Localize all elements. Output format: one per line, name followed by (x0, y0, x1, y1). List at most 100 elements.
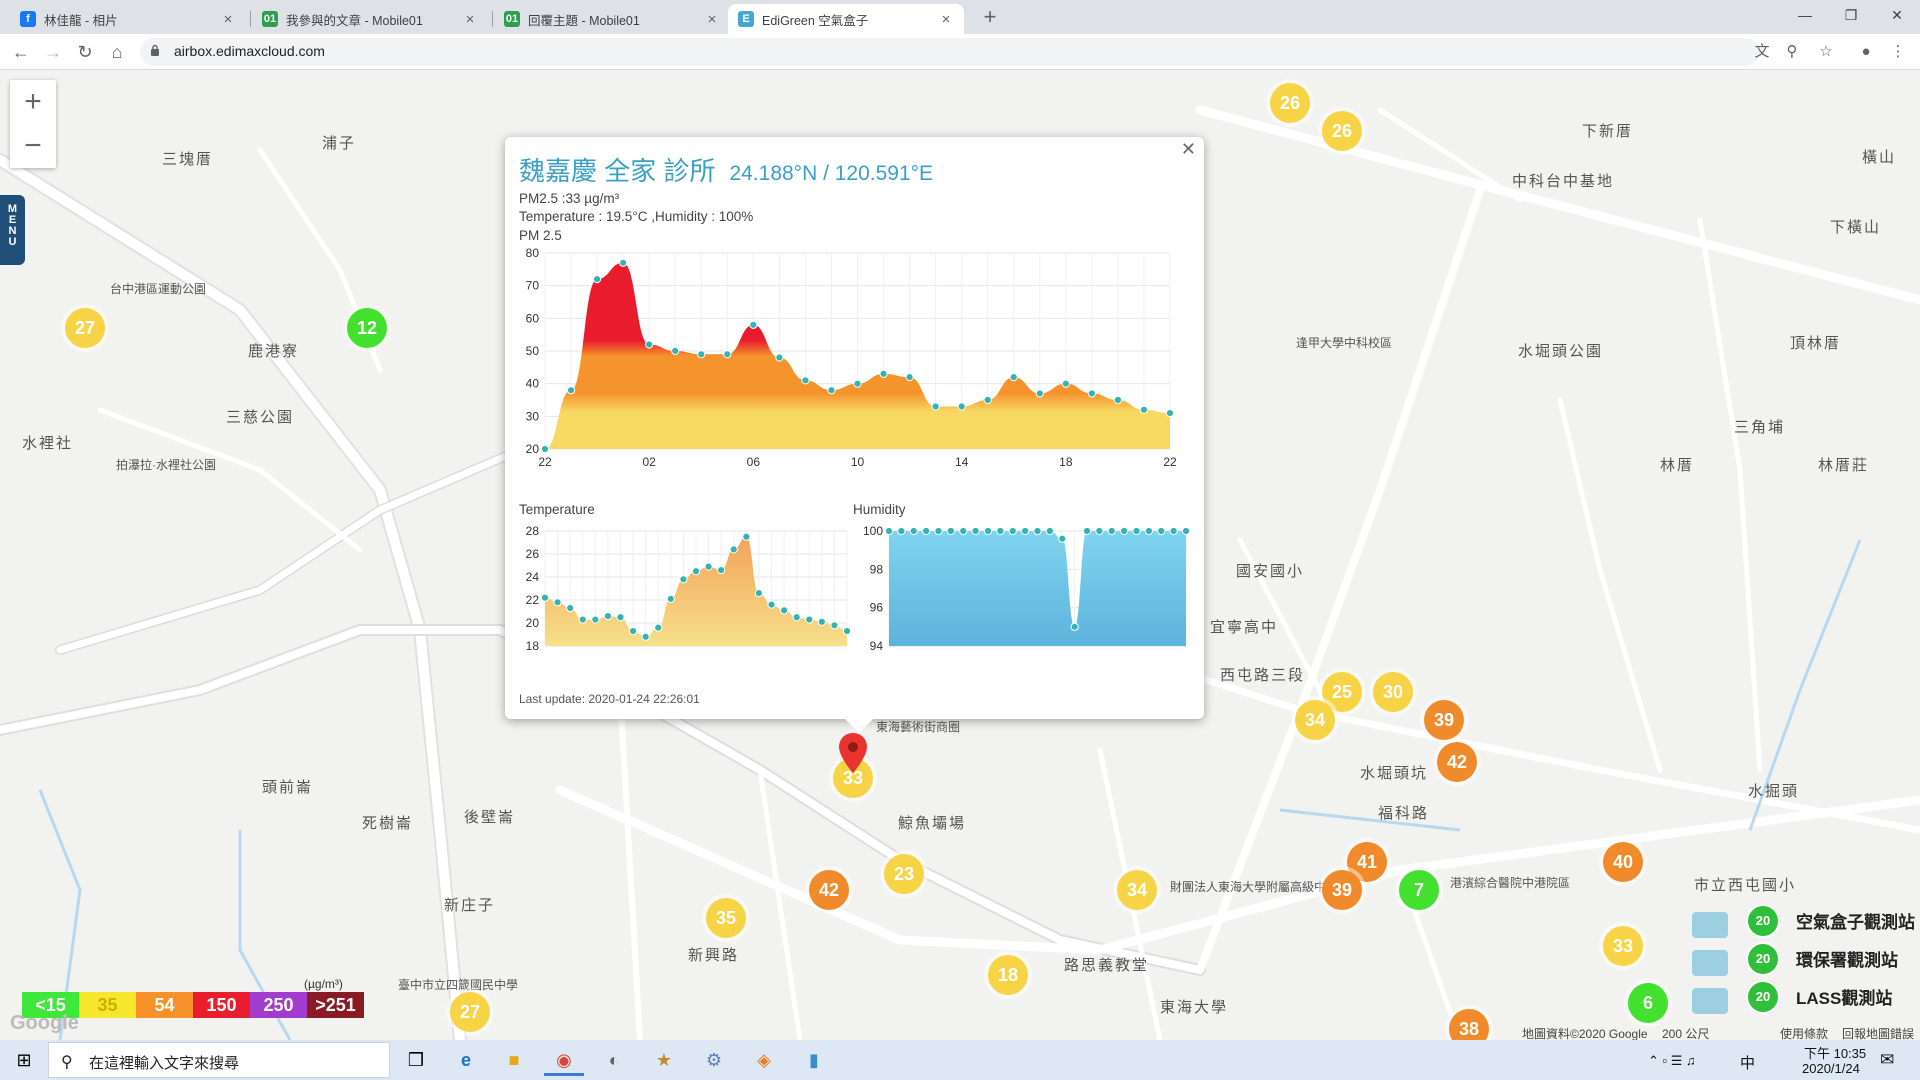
data-point[interactable] (1061, 379, 1070, 388)
tab-close-icon[interactable]: × (465, 10, 475, 28)
airbox-station-marker[interactable]: 23 (884, 854, 924, 894)
data-point[interactable] (1035, 389, 1044, 398)
data-point[interactable] (742, 532, 751, 541)
data-point[interactable] (909, 526, 918, 536)
map-scale[interactable]: 200 公尺 (1662, 1027, 1710, 1041)
taskbar-search-box[interactable]: ⚲ 在這裡輸入文字來搜尋 (48, 1042, 390, 1078)
data-point[interactable] (905, 373, 914, 382)
more-menu-icon[interactable]: ⋮ (1890, 43, 1906, 60)
data-point[interactable] (654, 623, 663, 632)
restore-button[interactable]: ❐ (1844, 7, 1858, 23)
data-point[interactable] (1139, 405, 1149, 414)
data-point[interactable] (697, 350, 706, 359)
data-point[interactable] (540, 593, 550, 602)
data-point[interactable] (922, 526, 931, 536)
selected-location-pin-icon[interactable] (838, 732, 868, 774)
airbox-station-marker[interactable]: 39 (1322, 870, 1362, 910)
task-view-icon[interactable]: ❒ (407, 1050, 425, 1070)
data-point[interactable] (1008, 526, 1017, 536)
data-point[interactable] (591, 615, 600, 624)
data-point[interactable] (1045, 526, 1054, 536)
terms-link[interactable]: 使用條款 (1780, 1027, 1829, 1041)
tab-close-icon[interactable]: × (707, 10, 717, 28)
url-text[interactable]: airbox.edimaxcloud.com (174, 43, 325, 59)
data-point[interactable] (1058, 534, 1067, 543)
airbox-station-marker[interactable]: 27 (450, 992, 490, 1032)
address-bar[interactable] (140, 38, 1760, 66)
data-point[interactable] (1033, 526, 1042, 536)
data-point[interactable] (717, 566, 726, 575)
close-window-button[interactable]: ✕ (1891, 7, 1903, 23)
data-point[interactable] (879, 369, 888, 378)
data-point[interactable] (754, 589, 764, 598)
app-icon-5[interactable]: ▮ (809, 1050, 819, 1070)
data-point[interactable] (830, 621, 839, 630)
data-point[interactable] (729, 545, 738, 554)
data-point[interactable] (619, 258, 628, 267)
tab-2[interactable]: 01 我參與的文章 - Mobile01 × (252, 4, 488, 34)
data-point[interactable] (666, 594, 675, 603)
google-logo[interactable]: Google (10, 1012, 79, 1034)
data-point[interactable] (540, 444, 550, 454)
data-point[interactable] (884, 526, 894, 536)
airbox-station-marker[interactable]: 27 (65, 308, 105, 348)
data-point[interactable] (983, 526, 993, 536)
data-point[interactable] (1107, 526, 1116, 536)
edge-icon[interactable]: e (460, 1050, 471, 1070)
data-point[interactable] (616, 613, 625, 622)
data-point[interactable] (1144, 526, 1153, 536)
data-point[interactable] (671, 346, 680, 356)
data-point[interactable] (801, 376, 810, 385)
data-point[interactable] (1009, 373, 1018, 382)
data-point[interactable] (566, 603, 575, 613)
data-point[interactable] (645, 340, 654, 349)
data-point[interactable] (628, 626, 638, 636)
chrome-icon[interactable]: ◉ (544, 1044, 584, 1076)
zoom-out-button[interactable]: − (24, 129, 42, 162)
app-icon-2[interactable]: ★ (655, 1050, 673, 1070)
data-point[interactable] (749, 320, 758, 329)
data-point[interactable] (723, 350, 732, 359)
zoom-icon[interactable]: ⚲ (1786, 43, 1798, 60)
data-point[interactable] (946, 526, 955, 536)
data-point[interactable] (805, 615, 814, 624)
airbox-station-marker[interactable]: 42 (1437, 742, 1477, 782)
airbox-station-marker[interactable]: 18 (988, 955, 1028, 995)
clock-time[interactable]: 下午 10:35 (1804, 1046, 1867, 1061)
data-point[interactable] (779, 606, 789, 615)
new-tab-button[interactable]: + (983, 4, 997, 29)
airbox-station-marker[interactable]: 30 (1373, 672, 1413, 712)
app-icon-4[interactable]: ◈ (757, 1050, 771, 1070)
data-point[interactable] (1165, 408, 1175, 418)
data-point[interactable] (592, 275, 602, 284)
home-icon[interactable]: ⌂ (111, 42, 123, 62)
data-point[interactable] (775, 353, 784, 362)
data-point[interactable] (679, 575, 688, 584)
app-icon-1[interactable]: ◐ (608, 1050, 620, 1070)
data-point[interactable] (553, 598, 562, 607)
data-point[interactable] (827, 386, 836, 395)
back-icon[interactable]: ← (12, 42, 30, 62)
airbox-station-marker[interactable]: 40 (1603, 842, 1643, 882)
data-point[interactable] (853, 379, 862, 388)
data-point[interactable] (1113, 395, 1123, 405)
data-point[interactable] (603, 612, 613, 621)
file-explorer-icon[interactable]: ■ (508, 1050, 520, 1070)
data-point[interactable] (1021, 526, 1030, 536)
data-point[interactable] (817, 617, 826, 626)
airbox-station-marker[interactable]: 26 (1322, 111, 1362, 151)
data-point[interactable] (704, 562, 713, 571)
data-point[interactable] (578, 615, 587, 624)
airbox-station-marker[interactable]: 34 (1117, 870, 1157, 910)
translate-icon[interactable]: 文 (1754, 43, 1770, 60)
tray-icons[interactable]: ⌃ ▫ ☰ ♫ (1648, 1053, 1696, 1068)
app-icon-3[interactable]: ⚙ (705, 1050, 723, 1070)
data-point[interactable] (1082, 526, 1092, 536)
ime-indicator[interactable]: 中 (1740, 1055, 1756, 1072)
clock-date[interactable]: 2020/1/24 (1802, 1061, 1860, 1076)
data-point[interactable] (1169, 526, 1178, 536)
profile-icon[interactable]: ● (1861, 43, 1871, 60)
data-point[interactable] (983, 395, 992, 405)
close-icon[interactable]: ✕ (1180, 139, 1196, 159)
